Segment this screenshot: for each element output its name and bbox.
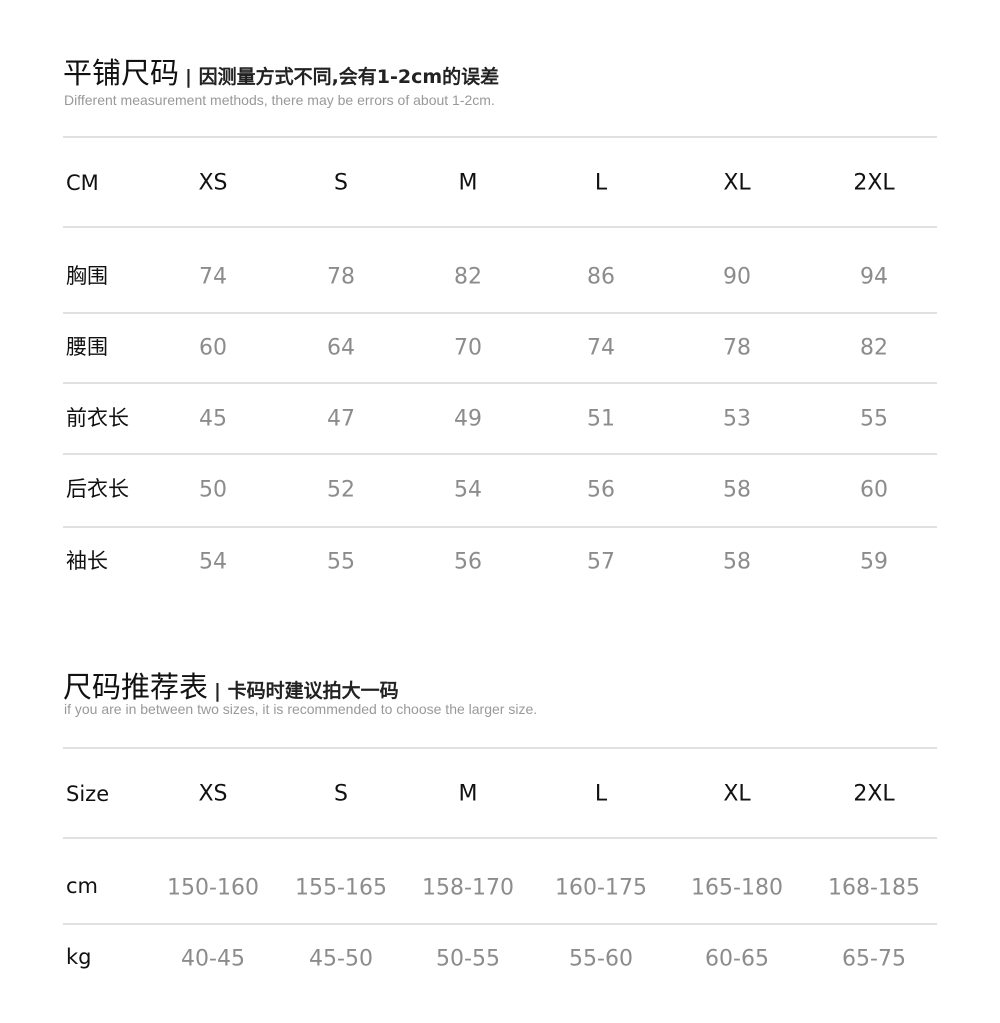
table-cell: 65-75 (842, 946, 906, 972)
header-size: XS (198, 170, 228, 196)
header-size: XS (198, 781, 228, 807)
header-size: M (458, 781, 478, 807)
table-cell: 64 (327, 335, 355, 361)
table-cell: 94 (860, 264, 888, 290)
table-cell: 74 (587, 335, 615, 361)
table-cell: 50 (199, 477, 227, 503)
title-text: 尺码推荐表 (63, 670, 209, 704)
table-cell: 55-60 (569, 946, 633, 972)
row-label: cm (66, 874, 99, 898)
table-cell: 58 (723, 477, 751, 503)
row-divider (63, 923, 937, 925)
table-cell: 56 (454, 549, 482, 575)
header-size: XL (723, 781, 751, 807)
flat-size-title: 平铺尺码 | 因测量方式不同,会有1-2cm的误差 (63, 50, 499, 92)
table-cell: 47 (327, 406, 355, 432)
table-cell: 60-65 (705, 946, 769, 972)
header-size: 2XL (853, 170, 895, 196)
row-label: 后衣长 (66, 477, 129, 501)
row-divider (63, 312, 937, 314)
table-cell: 56 (587, 477, 615, 503)
table-cell: 86 (587, 264, 615, 290)
header-label: Size (66, 782, 110, 806)
table-cell: 54 (199, 549, 227, 575)
table-cell: 70 (454, 335, 482, 361)
table-cell: 50-55 (436, 946, 500, 972)
table-cell: 53 (723, 406, 751, 432)
row-divider (63, 226, 937, 228)
table-cell: 82 (454, 264, 482, 290)
title-subtitle: | 因测量方式不同,会有1-2cm的误差 (185, 66, 500, 88)
table-cell: 60 (860, 477, 888, 503)
title-subtitle: | 卡码时建议拍大一码 (214, 680, 399, 702)
table-cell: 90 (723, 264, 751, 290)
table-cell: 45-50 (309, 946, 373, 972)
table-cell: 155-165 (295, 875, 387, 901)
table-cell: 59 (860, 549, 888, 575)
row-divider (63, 747, 937, 749)
row-label: 腰围 (66, 335, 108, 359)
table-cell: 45 (199, 406, 227, 432)
table-cell: 74 (199, 264, 227, 290)
header-size: M (458, 170, 478, 196)
row-divider (63, 526, 937, 528)
table-cell: 55 (860, 406, 888, 432)
row-label: 前衣长 (66, 406, 129, 430)
table-cell: 78 (723, 335, 751, 361)
row-divider (63, 837, 937, 839)
row-label: 袖长 (66, 549, 108, 573)
table-cell: 60 (199, 335, 227, 361)
row-divider (63, 453, 937, 455)
row-divider (63, 382, 937, 384)
header-size: S (334, 781, 348, 807)
recommend-title: 尺码推荐表 | 卡码时建议拍大一码 (63, 664, 399, 706)
table-cell: 165-180 (691, 875, 783, 901)
table-cell: 160-175 (555, 875, 647, 901)
table-cell: 51 (587, 406, 615, 432)
table-cell: 57 (587, 549, 615, 575)
row-divider (63, 136, 937, 138)
flat-size-note: Different measurement methods, there may… (64, 92, 495, 108)
table-cell: 168-185 (828, 875, 920, 901)
table-cell: 40-45 (181, 946, 245, 972)
header-size: L (594, 781, 608, 807)
table-cell: 150-160 (167, 875, 259, 901)
table-cell: 158-170 (422, 875, 514, 901)
table-cell: 49 (454, 406, 482, 432)
table-cell: 78 (327, 264, 355, 290)
recommend-note: if you are in between two sizes, it is r… (64, 701, 538, 717)
title-text: 平铺尺码 (63, 56, 180, 90)
header-size: S (334, 170, 348, 196)
table-cell: 82 (860, 335, 888, 361)
table-cell: 54 (454, 477, 482, 503)
row-label: 胸围 (66, 264, 108, 288)
header-size: XL (723, 170, 751, 196)
table-cell: 55 (327, 549, 355, 575)
header-size: L (594, 170, 608, 196)
header-size: 2XL (853, 781, 895, 807)
table-cell: 52 (327, 477, 355, 503)
row-label: kg (66, 945, 92, 969)
table-cell: 58 (723, 549, 751, 575)
header-label: CM (66, 171, 99, 195)
